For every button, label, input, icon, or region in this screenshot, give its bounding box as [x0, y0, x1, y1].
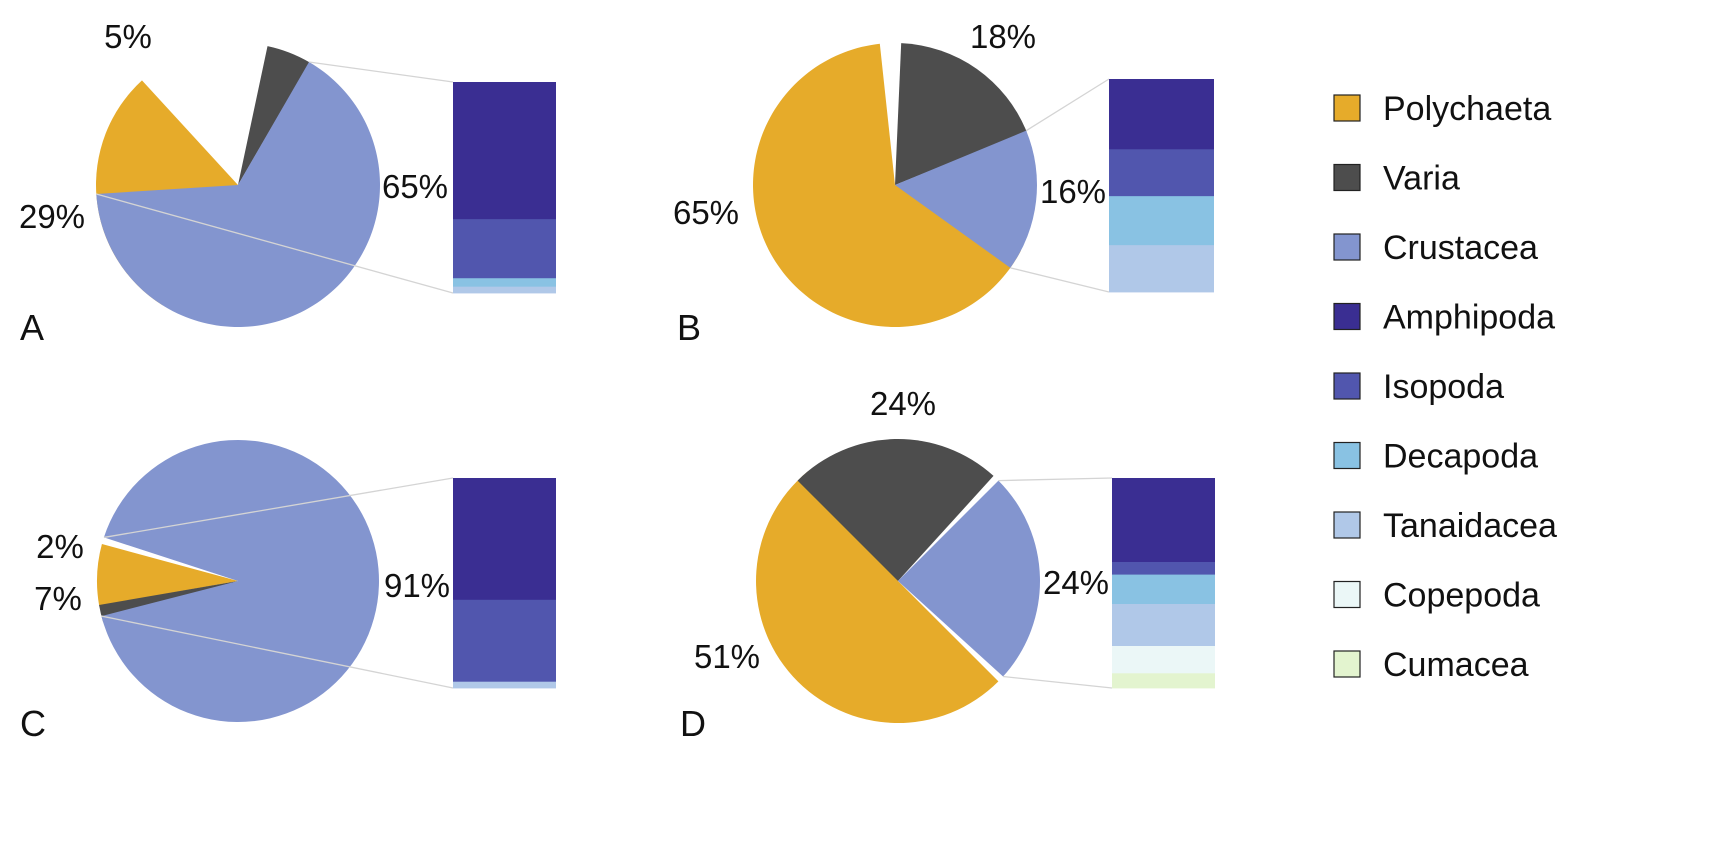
- panel-d-bar-segment-decapoda: [1112, 574, 1215, 605]
- legend-swatch-amphipoda: [1333, 302, 1361, 331]
- legend-label-tanaidacea: Tanaidacea: [1383, 507, 1557, 545]
- panel-c-connector-bottom: [101, 615, 454, 689]
- panel-d-bar-segment-tanaidacea: [1112, 604, 1215, 647]
- panel-b-slice-polychaeta: [753, 43, 1021, 327]
- panel-c-slice-polychaeta: [96, 544, 238, 606]
- legend-label-varia: Varia: [1383, 160, 1460, 198]
- panel-a-slice-varia: [238, 46, 310, 185]
- panel-d: 51% 24% 24% D: [680, 385, 1215, 744]
- panel-c-letter: C: [20, 703, 46, 744]
- legend: Polychaeta Varia Crustacea Amphipoda Isopoda…: [1333, 90, 1557, 684]
- legend-label-copepoda: Copepoda: [1383, 577, 1540, 615]
- panel-d-bar-segment-copepoda: [1112, 646, 1215, 674]
- panel-a-letter: A: [20, 307, 44, 348]
- legend-swatch-tanaidacea: [1333, 511, 1361, 539]
- panel-b: 65% 18% 16% B: [673, 18, 1214, 348]
- panel-b-slice-crustacea: [895, 130, 1037, 268]
- legend-swatch-decapoda: [1333, 441, 1361, 470]
- legend-swatch-copepoda: [1333, 580, 1361, 609]
- panel-b-connector-top: [1025, 78, 1110, 132]
- panel-a-connector-top: [308, 61, 454, 83]
- panel-d-label-polychaeta: 51%: [694, 638, 760, 675]
- panel-d-slice-crustacea: [898, 480, 1041, 677]
- panel-d-letter: D: [680, 703, 706, 744]
- panel-a: 29% 5% 65% A: [19, 18, 556, 348]
- panel-d-label-crustacea: 24%: [1043, 564, 1109, 601]
- panel-b-label-crustacea: 16%: [1040, 173, 1106, 210]
- panel-a-label-polychaeta: 29%: [19, 198, 85, 235]
- panel-a-label-crustacea: 65%: [382, 168, 448, 205]
- legend-label-decapoda: Decapoda: [1383, 438, 1538, 476]
- legend-label-isopoda: Isopoda: [1383, 368, 1504, 406]
- legend-swatch-cumacea: [1333, 650, 1361, 678]
- legend-swatch-polychaeta: [1333, 94, 1361, 122]
- panel-c-bar-segment-tanaidacea: [453, 681, 556, 689]
- panel-d-connector-top: [998, 477, 1113, 482]
- panel-a-slice-crustacea: [96, 62, 381, 327]
- legend-label-cumacea: Cumacea: [1383, 646, 1529, 684]
- panel-d-bar-segment-cumacea: [1112, 673, 1215, 689]
- panel-b-bar-segment-tanaidacea: [1109, 245, 1214, 293]
- legend-label-polychaeta: Polychaeta: [1383, 90, 1551, 128]
- panel-b-letter: B: [677, 307, 701, 348]
- panel-a-bar-segment-isopoda: [453, 219, 556, 279]
- panel-b-slice-varia: [895, 43, 1027, 185]
- panel-d-slice-polychaeta: [756, 471, 999, 723]
- legend-label-crustacea: Crustacea: [1383, 229, 1538, 267]
- panel-c: 7% 2% 91% C: [20, 440, 556, 744]
- panel-c-label-varia: 2%: [36, 528, 84, 565]
- panel-b-bar-segment-isopoda: [1109, 149, 1214, 197]
- legend-label-amphipoda: Amphipoda: [1383, 299, 1555, 337]
- panel-c-slice-crustacea: [101, 440, 379, 723]
- panel-b-bar-segment-decapoda: [1109, 196, 1214, 246]
- panel-b-connector-bottom: [1010, 267, 1110, 293]
- panel-a-bar-segment-decapoda: [453, 278, 556, 288]
- panel-b-bar-segment-amphipoda: [1109, 79, 1214, 150]
- panel-b-label-varia: 18%: [970, 18, 1036, 55]
- panel-a-bar-segment-amphipoda: [453, 82, 556, 220]
- panel-d-slice-varia: [797, 438, 994, 581]
- panel-a-connector-bottom: [96, 193, 454, 294]
- panel-c-label-polychaeta: 7%: [34, 580, 82, 617]
- legend-swatch-varia: [1333, 163, 1361, 192]
- panel-d-bar-segment-amphipoda: [1112, 478, 1215, 563]
- panel-c-connector-top: [103, 477, 454, 539]
- panel-a-label-varia: 5%: [104, 18, 152, 55]
- panel-d-connector-bottom: [1003, 675, 1113, 689]
- panel-d-label-varia: 24%: [870, 385, 936, 422]
- panel-d-bar-segment-isopoda: [1112, 562, 1215, 575]
- panel-a-bar-segment-tanaidacea: [453, 286, 556, 294]
- legend-swatch-isopoda: [1333, 372, 1361, 400]
- panel-c-bar-segment-amphipoda: [453, 478, 556, 601]
- panel-c-bar-segment-isopoda: [453, 599, 556, 683]
- legend-swatch-crustacea: [1333, 233, 1361, 261]
- panel-c-label-crustacea: 91%: [384, 567, 450, 604]
- panel-b-label-polychaeta: 65%: [673, 194, 739, 231]
